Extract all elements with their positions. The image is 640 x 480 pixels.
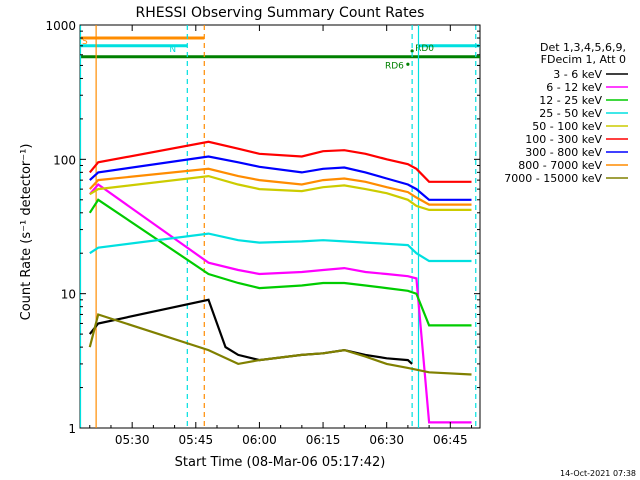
legend-label-12-25-kev: 12 - 25 keV [539,94,602,107]
x-tick-label-06-45: 06:45 [433,433,468,447]
series-line-12-25-kev [88,198,472,327]
axis-ticks: 05:30 05:45 06:00 06:15 06:30 06:45 1 10 100 1000 [45,19,480,447]
legend-header-line-1: FDecim 1, Att 0 [541,53,626,66]
y-tick-label-100: 100 [53,153,76,167]
x-axis-label: Start Time (08-Mar-06 05:17:42) [175,455,386,470]
legend-label-300-800-kev: 300 - 800 keV [525,146,602,159]
series-line-25-50-kev [89,232,472,263]
legend-label-25-50-kev: 25 - 50 keV [539,107,602,120]
vertical-lines [79,25,477,428]
marker-dot-rd6 [406,62,410,66]
chart-title: RHESSI Observing Summary Count Rates [136,5,425,21]
series-line-6-12-kev [88,183,472,424]
series-line-800-7000-kev [88,167,472,206]
series-line-50-100-kev [89,174,472,211]
legend-label-3-6-kev: 3 - 6 keV [553,68,602,81]
x-tick-label-06-30: 06:30 [369,433,404,447]
x-tick-label-05-30: 05:30 [115,433,150,447]
footer-timestamp: 14-Oct-2021 07:38 [560,469,636,478]
series-group [88,140,472,424]
legend-header-line-0: Det 1,3,4,5,6,9, [540,41,626,54]
flag-label-s-0: S [82,37,88,47]
marker-dot-rd0 [410,49,414,53]
series-line-100-300-kev [88,140,472,183]
legend-label-800-7000-kev: 800 - 7000 keV [518,159,602,172]
y-tick-label-1: 1 [68,422,76,436]
series-line-300-800-kev [89,155,472,201]
x-tick-label-05-45: 05:45 [179,433,214,447]
x-tick-label-06-15: 06:15 [306,433,341,447]
x-tick-label-06-00: 06:00 [242,433,277,447]
legend-label-100-300-kev: 100 - 300 keV [525,133,602,146]
flag-label-n-1: N [169,45,176,55]
marker-label-rd0: RD0 [415,44,434,54]
y-axis-label: Count Rate (s⁻¹ detector⁻¹) [19,144,34,321]
legend: Det 1,3,4,5,6,9,FDecim 1, Att 0 3 - 6 keV… [504,41,628,185]
y-tick-label-1000: 1000 [45,19,76,33]
y-tick-label-10: 10 [61,288,76,302]
flag-bars: S N RD0 RD6 [80,36,480,71]
legend-label-7000-15000-kev: 7000 - 15000 keV [504,172,602,185]
legend-label-50-100-kev: 50 - 100 keV [532,120,602,133]
plot-frame [79,24,481,429]
legend-label-6-12-kev: 6 - 12 keV [546,81,602,94]
marker-label-rd6: RD6 [385,61,404,71]
series-line-3-6-kev [88,298,413,365]
series-line-7000-15000-kev [88,313,472,376]
